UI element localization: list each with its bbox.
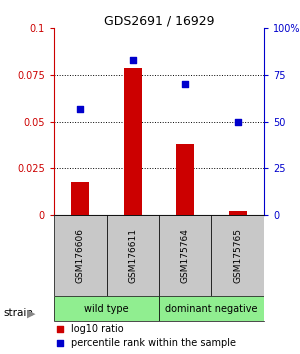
Point xyxy=(58,326,63,332)
Text: log10 ratio: log10 ratio xyxy=(71,324,123,334)
FancyBboxPatch shape xyxy=(54,215,106,296)
Text: wild type: wild type xyxy=(84,304,129,314)
Bar xyxy=(124,68,142,215)
Text: strain: strain xyxy=(3,308,33,318)
Title: GDS2691 / 16929: GDS2691 / 16929 xyxy=(104,14,214,27)
Bar xyxy=(176,144,194,215)
Text: percentile rank within the sample: percentile rank within the sample xyxy=(71,338,236,348)
Point xyxy=(130,57,135,63)
Text: GSM175765: GSM175765 xyxy=(233,228,242,283)
Point xyxy=(235,119,240,125)
Text: GSM176606: GSM176606 xyxy=(76,228,85,283)
Bar xyxy=(71,182,89,215)
Point xyxy=(183,81,188,87)
FancyBboxPatch shape xyxy=(159,215,211,296)
Text: dominant negative: dominant negative xyxy=(165,304,258,314)
FancyBboxPatch shape xyxy=(212,215,264,296)
Point xyxy=(78,106,83,112)
Text: GSM175764: GSM175764 xyxy=(181,228,190,283)
Text: GSM176611: GSM176611 xyxy=(128,228,137,283)
Bar xyxy=(229,211,247,215)
FancyBboxPatch shape xyxy=(106,215,159,296)
FancyBboxPatch shape xyxy=(159,296,264,321)
Point xyxy=(58,341,63,346)
Text: ▶: ▶ xyxy=(27,308,35,318)
FancyBboxPatch shape xyxy=(54,296,159,321)
